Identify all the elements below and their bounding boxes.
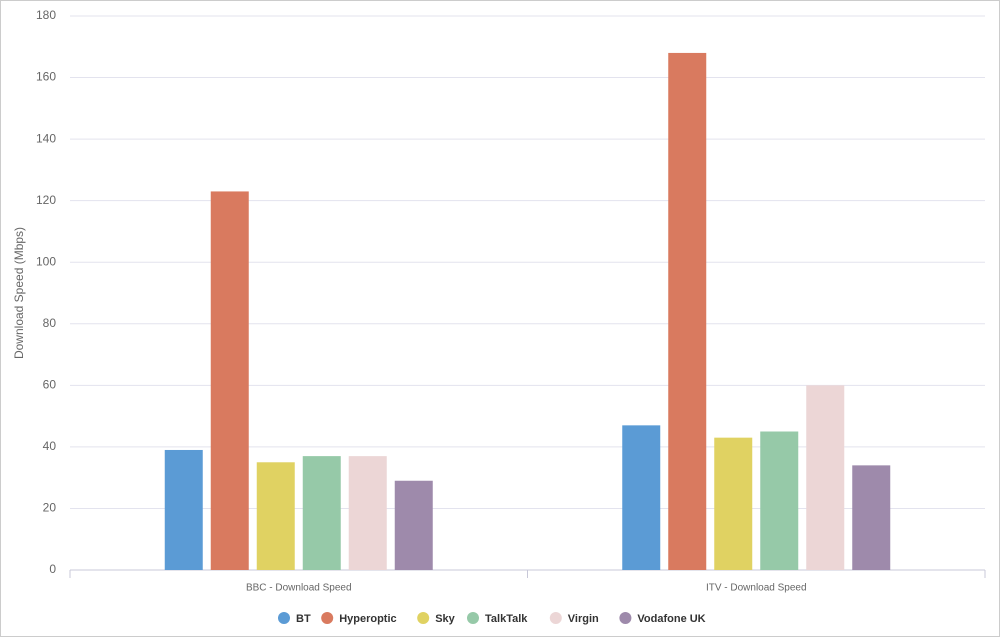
y-tick-label: 160 (36, 70, 56, 84)
bar (210, 191, 249, 570)
bar (302, 456, 341, 570)
legend-marker (278, 612, 290, 624)
x-tick-label: ITV - Download Speed (706, 583, 807, 594)
y-tick-label: 20 (43, 501, 57, 515)
legend-marker (549, 612, 562, 624)
bar (852, 465, 891, 570)
bar (622, 425, 661, 570)
legend-label: BT (296, 613, 311, 625)
legend-label: Hyperoptic (339, 613, 396, 625)
bar (668, 52, 707, 570)
legend: BT Hyperoptic Sky TalkTalk Virgin Vodafone UK (278, 612, 706, 625)
y-tick-label: 120 (36, 193, 56, 207)
legend-marker (467, 612, 479, 624)
bar (348, 456, 387, 570)
y-tick-label: 0 (49, 562, 56, 576)
bar (394, 480, 433, 570)
legend-label: Vodafone UK (637, 613, 705, 625)
bar (256, 462, 295, 570)
y-tick-label: 40 (43, 439, 57, 453)
y-tick-label: 80 (43, 316, 57, 330)
legend-marker (417, 612, 430, 624)
legend-marker (321, 612, 334, 624)
y-tick-label: 100 (36, 254, 56, 268)
legend-label: TalkTalk (485, 613, 528, 625)
y-tick-label: 140 (36, 131, 56, 145)
bar (806, 385, 845, 570)
x-tick-label: BBC - Download Speed (246, 583, 352, 594)
bar (760, 431, 799, 570)
legend-label: Virgin (568, 613, 599, 625)
y-tick-label: 60 (43, 378, 57, 392)
legend-marker (619, 612, 632, 624)
y-axis-label: Download Speed (Mbps) (12, 227, 26, 359)
y-tick-label: 180 (36, 8, 56, 22)
legend-label: Sky (435, 613, 455, 625)
bar (714, 437, 753, 570)
bar (164, 449, 203, 570)
